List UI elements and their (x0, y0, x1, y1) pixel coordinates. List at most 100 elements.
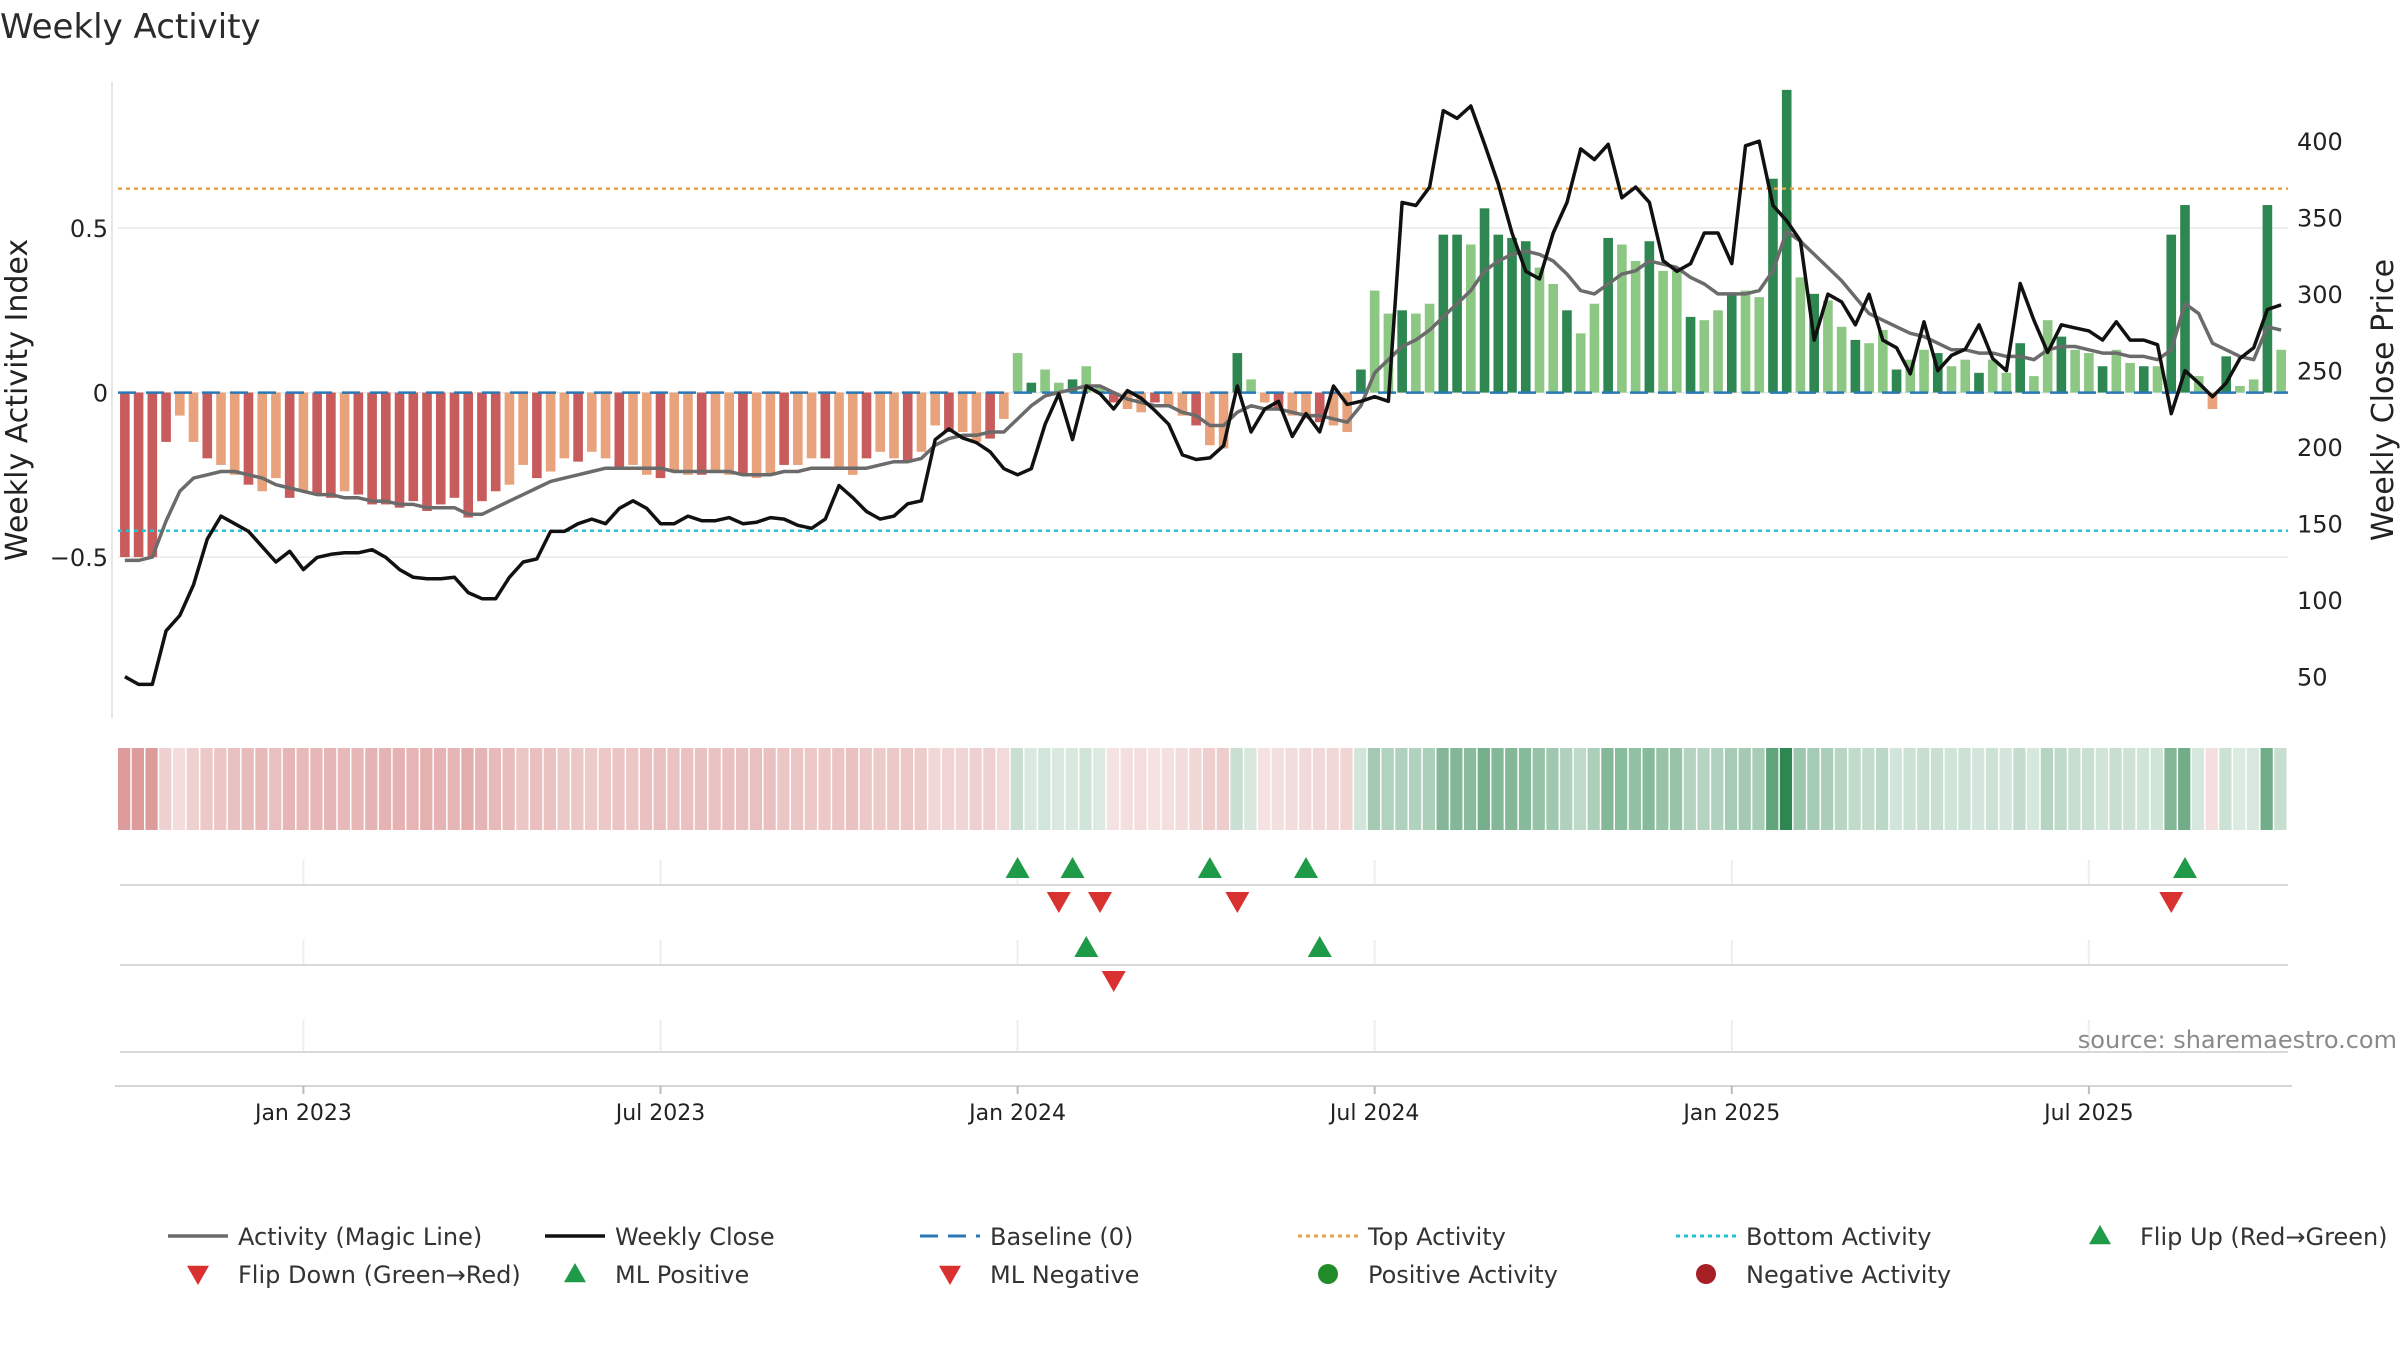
positive-activity-bar (1987, 359, 1998, 393)
heat-strip-cell (1381, 748, 1394, 830)
heat-strip-cell (1848, 748, 1861, 830)
legend-label: Bottom Activity (1746, 1223, 1931, 1251)
negative-activity-bar (683, 392, 693, 475)
heat-strip-cell (1738, 748, 1751, 830)
legend-label: Weekly Close (615, 1223, 775, 1251)
heat-strip-cell (1711, 748, 1724, 830)
heat-strip-cell (1244, 748, 1257, 830)
positive-activity-bar (1507, 237, 1517, 393)
heat-strip-cell (1299, 748, 1312, 830)
positive-activity-bar (1026, 382, 1037, 393)
positive-activity-bar (1658, 270, 1668, 393)
heat-strip-cell (763, 748, 776, 830)
negative-activity-bar (696, 392, 707, 475)
positive-activity-bar (1630, 260, 1641, 393)
heat-strip-cell (1601, 748, 1614, 830)
positive-activity-bar (1740, 290, 1751, 393)
heat-strip-cell (1354, 748, 1367, 830)
negative-activity-bar (765, 392, 776, 475)
heat-strip-cell (1367, 748, 1381, 830)
negative-activity-bar (175, 392, 185, 416)
heat-strip-cell (708, 748, 721, 830)
positive-activity-bar (2180, 205, 2190, 393)
heat-strip-cell (571, 748, 584, 830)
positive-activity-bar (2125, 362, 2135, 393)
heat-strip-cell (900, 748, 914, 830)
heat-strip-cell (1134, 748, 1147, 830)
negative-activity-bar (477, 392, 487, 502)
negative-activity-bar (902, 392, 913, 462)
negative-activity-bar (1342, 392, 1353, 433)
right-y-tick-label: 200 (2297, 434, 2343, 462)
negative-activity-bar (614, 392, 625, 469)
right-y-axis-label: Weekly Close Price (2366, 259, 2400, 541)
weekly-close-line (124, 104, 2282, 687)
legend-swatch (187, 1265, 209, 1285)
heat-strip-cell (818, 748, 831, 830)
left-y-tick-label: −0.5 (50, 544, 108, 572)
positive-activity-bar (1081, 366, 1092, 393)
negative-activity-bar (161, 392, 171, 442)
source-attribution: source: sharemaestro.com (2078, 1026, 2397, 1054)
negative-activity-bar (820, 392, 831, 459)
negative-activity-bar (518, 392, 528, 465)
heat-strip-cell (1793, 748, 1806, 830)
negative-activity-bar (641, 392, 652, 475)
right-y-tick-label: 300 (2297, 281, 2343, 309)
x-tick-label: Jul 2024 (1328, 1101, 1420, 1126)
negative-activity-bar (490, 392, 501, 492)
negative-activity-bar (1287, 392, 1298, 416)
heat-strip-cell (1148, 748, 1161, 830)
negative-activity-bar (1218, 392, 1229, 449)
negative-activity-bar (861, 392, 872, 459)
positive-activity-bar (1424, 303, 1435, 393)
heat-strip-cell (2178, 748, 2191, 830)
heat-strip-cell (1917, 748, 1930, 830)
heat-strip-cell (1230, 748, 1243, 830)
heat-strip-cell (1518, 748, 1532, 830)
positive-activity-bar (1864, 343, 1874, 393)
heat-strip-cell (365, 748, 378, 830)
heat-strip-cell (1326, 748, 1339, 830)
negative-activity-bar (1301, 392, 1311, 419)
heat-strip-cell (1642, 748, 1655, 830)
heat-strip-cell (873, 748, 886, 830)
legend-label: Activity (Magic Line) (238, 1223, 482, 1251)
positive-activity-bar (1726, 293, 1737, 393)
legend-swatch (1318, 1264, 1338, 1284)
negative-activity-bar (339, 392, 350, 492)
legend-item: Positive Activity (1318, 1261, 1558, 1289)
heat-strip-cell (420, 748, 433, 830)
heat-strip-cell (282, 748, 296, 830)
negative-activity-bar (957, 392, 968, 433)
negative-activity-bar (916, 392, 927, 452)
positive-activity-bar (1823, 300, 1833, 393)
heat-strip-cell (1106, 748, 1120, 830)
positive-activity-bar (1603, 237, 1613, 393)
heat-strip-cell (2246, 748, 2260, 830)
positive-activity-bar (1932, 353, 1943, 393)
negative-activity-bar (999, 392, 1009, 419)
heat-strip-cell (1628, 748, 1641, 830)
negative-activity-bar (875, 392, 886, 452)
heat-strip-cell (1587, 748, 1600, 830)
heat-strip-cell (1024, 748, 1037, 830)
heat-strip-cell (1491, 748, 1504, 830)
negative-activity-bar (751, 392, 762, 479)
heat-strip-cell (681, 748, 694, 830)
heat-strip-cell (1656, 748, 1669, 830)
positive-activity-bar (1562, 310, 1572, 393)
heat-strip-cell (1065, 748, 1078, 830)
x-tick-label: Jan 2023 (253, 1101, 352, 1126)
negative-activity-bar (435, 392, 446, 505)
heat-strip-cell (1834, 748, 1847, 830)
positive-activity-bar (2097, 366, 2108, 393)
negative-activity-bar (834, 392, 844, 469)
positive-activity-bar (2015, 343, 2025, 393)
positive-activity-bar (1946, 366, 1957, 393)
positive-activity-bar (2276, 349, 2286, 393)
right-y-tick-label: 150 (2297, 511, 2343, 539)
negative-activity-bar (422, 392, 432, 512)
heat-strip-cell (790, 748, 804, 830)
heat-strip-cell (145, 748, 158, 830)
